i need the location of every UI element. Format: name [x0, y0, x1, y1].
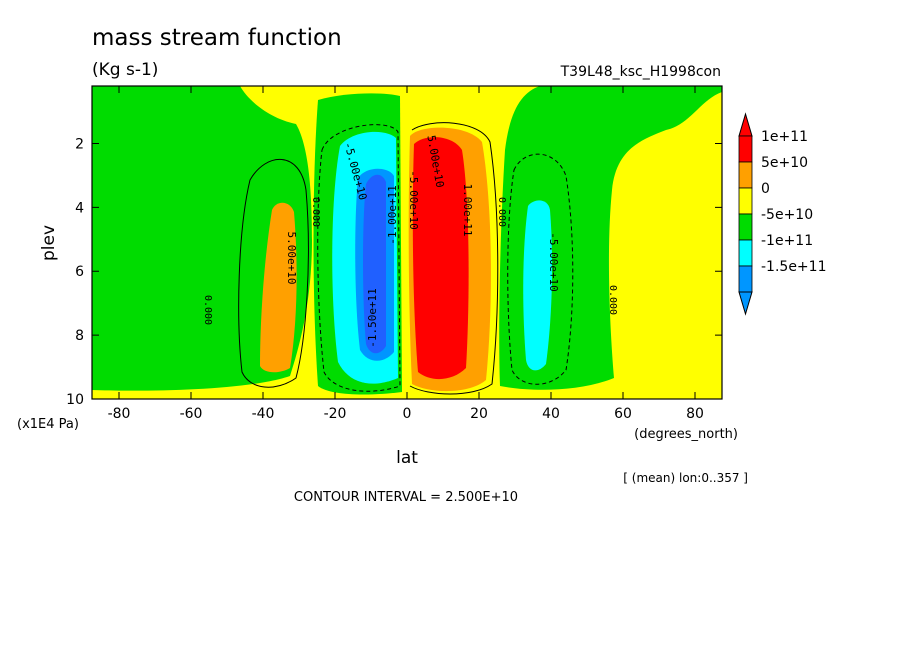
- y-tick-label: 6: [75, 264, 84, 280]
- mean-note: [ (mean) lon:0..357 ]: [623, 471, 748, 485]
- x-tick-label: 40: [542, 406, 560, 422]
- y-axis: 2 4 6 8 10: [66, 136, 722, 408]
- colorbar-label: -1.5e+11: [761, 259, 826, 275]
- region-south-polar-green: [92, 86, 312, 391]
- y-axis-unit: (x1E4 Pa): [17, 417, 79, 432]
- x-axis-unit: (degrees_north): [634, 427, 738, 442]
- region-south-ferrel-orange: [260, 202, 297, 373]
- x-tick-label: -40: [252, 406, 275, 422]
- colorbar-label: 0: [761, 181, 770, 197]
- contour-line-south-ferrel: [238, 158, 309, 388]
- y-tick-label: 2: [75, 136, 84, 152]
- region-north-green: [499, 86, 722, 390]
- colorbar-swatch: [738, 265, 753, 293]
- contour-label-south-hadley-mid: -1.00e+11: [386, 185, 399, 245]
- x-tick-label: 60: [614, 406, 632, 422]
- x-tick-label: 0: [403, 406, 412, 422]
- contour-label-zero-south-inner: 0.000: [310, 197, 321, 227]
- x-tick-label: 20: [470, 406, 488, 422]
- x-tick-label: -20: [324, 406, 347, 422]
- contour-label-south-ferrel: 5.00e+10: [285, 232, 298, 285]
- contour-interval: CONTOUR INTERVAL = 2.500E+10: [294, 490, 518, 505]
- colorbar-label: -1e+11: [761, 233, 813, 249]
- y-tick-label: 8: [75, 328, 84, 344]
- x-tick-label: 80: [686, 406, 704, 422]
- colorbar-top-arrow: [738, 112, 753, 137]
- colorbar-swatch: [738, 213, 753, 241]
- x-tick-label: -60: [180, 406, 203, 422]
- plot-area: 0.000 0.000 0.000 0.000 5.00e+10 -5.00e+…: [92, 86, 722, 399]
- y-axis-title: plev: [39, 225, 59, 261]
- contour-label-equator: -5.00e+10: [407, 170, 420, 230]
- run-label: T39L48_ksc_H1998con: [560, 64, 721, 80]
- region-south-hadley-core: [363, 174, 386, 354]
- contour-line-north-hadley: [409, 122, 499, 395]
- contour-label-north-hadley-core: 1.00e+11: [461, 184, 474, 237]
- region-north-hadley-red: [412, 137, 469, 380]
- colorbar-label: 1e+11: [761, 129, 808, 145]
- contour-label-zero-south: 0.000: [202, 295, 213, 325]
- colorbar-legend: 1e+11 5e+10 0 -5e+10 -1e+11 -1.5e+11: [738, 112, 826, 316]
- chart-title: mass stream function: [92, 25, 342, 51]
- y-tick-label: 4: [75, 200, 84, 216]
- y-tick-label: 10: [66, 392, 84, 408]
- x-axis-title: lat: [396, 448, 418, 468]
- contour-label-south-hadley-core: -1.50e+11: [366, 288, 379, 348]
- colorbar-label: 5e+10: [761, 155, 808, 171]
- contour-label-zero-north-inner: 0.000: [496, 197, 507, 227]
- region-north-ferrel-cyan: [523, 200, 553, 371]
- x-tick-label: -80: [108, 406, 131, 422]
- colorbar-swatch: [738, 135, 753, 163]
- x-axis: -80 -60 -40 -20 0 20 40 60 80: [108, 86, 704, 422]
- chart-subtitle: (Kg s-1): [92, 60, 158, 80]
- colorbar-swatch: [738, 187, 753, 215]
- contour-label-zero-north: 0.000: [607, 285, 618, 315]
- colorbar-swatch: [738, 239, 753, 267]
- contour-label-north-ferrel: -5.00e+10: [547, 232, 560, 292]
- colorbar-label: -5e+10: [761, 207, 813, 223]
- colorbar-swatch: [738, 161, 753, 189]
- colorbar-bottom-arrow: [738, 291, 753, 316]
- contour-line-north-ferrel: [507, 153, 574, 385]
